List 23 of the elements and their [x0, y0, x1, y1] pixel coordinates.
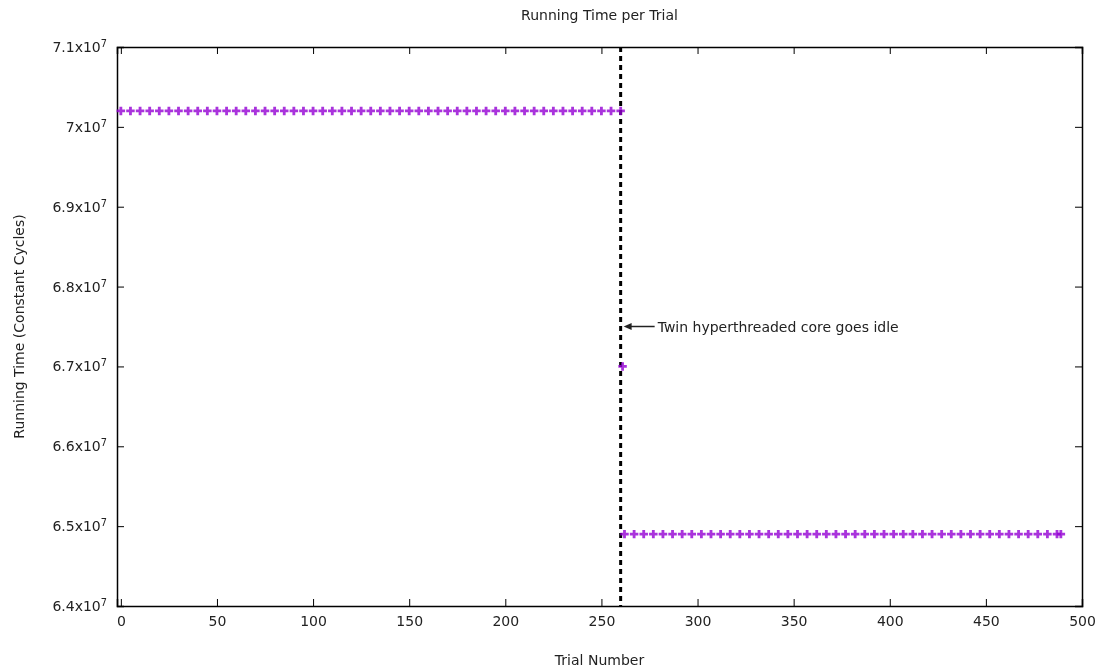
- y-axis-title: Running Time (Constant Cycles): [11, 214, 27, 439]
- y-tick-label: 7.1x10$^{7}$: [52, 37, 107, 55]
- y-tick-label: 6.4x10$^{7}$: [52, 596, 107, 614]
- x-tick-label: 300: [684, 612, 712, 629]
- x-tick-label: 100: [300, 612, 327, 629]
- x-tick-label: 400: [876, 612, 904, 629]
- y-tick-label: 6.7x10$^{7}$: [52, 356, 107, 375]
- y-tick-label: 6.8x10$^{7}$: [52, 277, 107, 295]
- x-tick-label: 450: [973, 612, 1000, 629]
- annotation: Twin hyperthreaded core goes idle: [656, 318, 899, 335]
- x-tick-label: 250: [588, 612, 616, 629]
- y-tick-label: 6.5x10$^{7}$: [52, 516, 107, 535]
- x-tick-label: 50: [208, 612, 227, 629]
- x-tick-label: 0: [116, 612, 126, 629]
- chart-title: Running Time per Trial: [521, 7, 678, 23]
- y-tick-label: 6.9x10$^{7}$: [52, 197, 107, 215]
- x-tick-label: 200: [492, 612, 520, 629]
- x-tick-label: 350: [780, 612, 808, 629]
- x-axis-title: Trial Number: [553, 652, 645, 668]
- x-tick-label: 150: [396, 612, 424, 629]
- y-tick-label: 7x10$^{7}$: [65, 117, 107, 135]
- x-tick-label: 500: [1069, 612, 1096, 629]
- y-tick-label: 6.6x10$^{7}$: [52, 436, 107, 455]
